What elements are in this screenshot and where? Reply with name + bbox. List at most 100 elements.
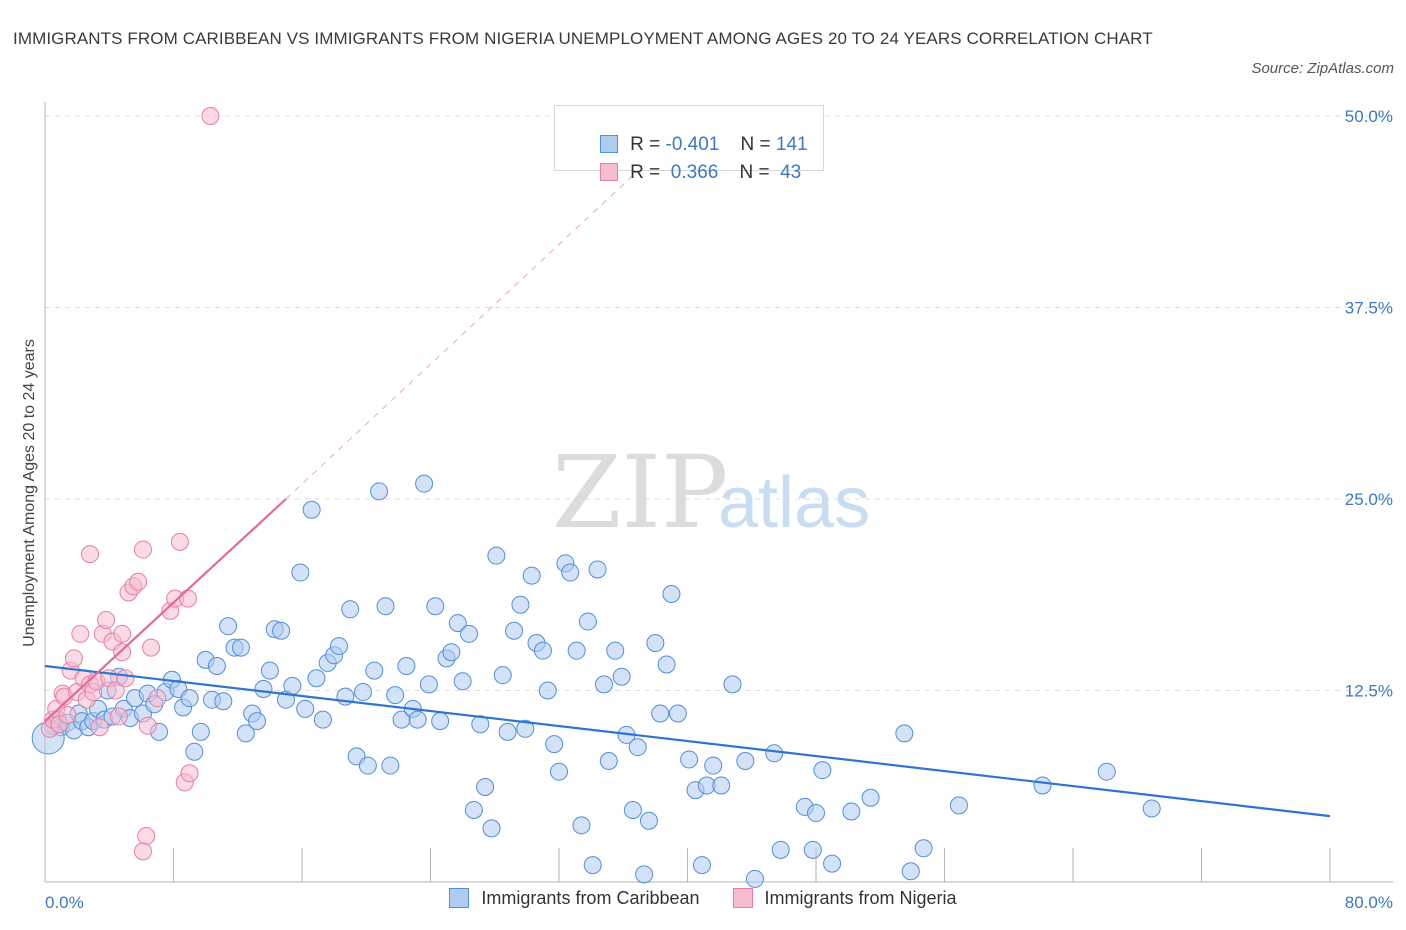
caribbean-point	[207, 656, 226, 675]
caribbean-point	[254, 679, 273, 698]
caribbean-point	[248, 712, 267, 731]
caribbean-point	[895, 724, 914, 743]
caribbean-point	[704, 756, 723, 775]
caribbean-point	[623, 800, 642, 819]
legend-n-value: 141	[775, 134, 808, 155]
caribbean-point	[680, 750, 699, 769]
caribbean-point	[949, 796, 968, 815]
caribbean-point	[538, 681, 557, 700]
nigeria-point	[133, 540, 152, 559]
nigeria-trend-line	[44, 498, 287, 722]
caribbean-point	[578, 612, 597, 631]
caribbean-point	[291, 563, 310, 582]
caribbean-point	[813, 761, 832, 780]
stats-legend: R = -0.401 N = 141 R = 0.366 N = 43	[554, 105, 824, 183]
caribbean-point	[431, 712, 450, 731]
nigeria-point	[109, 707, 128, 726]
caribbean-point	[296, 699, 315, 718]
legend-r-label: R =	[630, 162, 666, 183]
caribbean-point	[302, 500, 321, 519]
caribbean-point	[214, 692, 233, 711]
caribbean-point	[842, 802, 861, 821]
caribbean-point	[594, 675, 613, 694]
nigeria-point	[97, 611, 116, 630]
caribbean-point	[180, 689, 199, 708]
y-axis-label: Unemployment Among Ages 20 to 24 years	[21, 339, 38, 647]
caribbean-point	[533, 641, 552, 660]
caribbean-point	[1142, 799, 1161, 818]
legend-item-nigeria: Immigrants from Nigeria	[732, 888, 957, 909]
caribbean-point	[191, 722, 210, 741]
caribbean-point	[464, 800, 483, 819]
caribbean-point	[386, 686, 405, 705]
caribbean-point	[329, 637, 348, 656]
caribbean-point	[723, 675, 742, 694]
caribbean-point	[823, 854, 842, 873]
caribbean-point	[370, 482, 389, 501]
caribbean-point	[341, 600, 360, 619]
caribbean-point	[487, 546, 506, 565]
caribbean-point	[771, 840, 790, 859]
caribbean-point	[482, 819, 501, 838]
caribbean-point	[376, 597, 395, 616]
caribbean-point	[588, 560, 607, 579]
nigeria-point	[113, 624, 132, 643]
caribbean-point	[442, 643, 461, 662]
caribbean-point	[861, 788, 880, 807]
trend-lines	[44, 169, 1331, 818]
caribbean-point	[313, 710, 332, 729]
nigeria-point	[129, 572, 148, 591]
nigeria-point	[138, 716, 157, 735]
caribbean-point	[272, 621, 291, 640]
caribbean-point	[419, 675, 438, 694]
caribbean-point	[185, 742, 204, 761]
grid	[45, 115, 1393, 691]
caribbean-point	[408, 710, 427, 729]
caribbean-point	[365, 661, 384, 680]
caribbean-point	[1097, 762, 1116, 781]
source-note: Source: ZipAtlas.com	[1251, 60, 1394, 77]
caribbean-point	[572, 816, 591, 835]
caribbean-point	[606, 641, 625, 660]
caribbean-point	[662, 584, 681, 603]
caribbean-trend-line	[44, 664, 1331, 818]
nigeria-point	[201, 107, 220, 125]
nigeria-point	[58, 706, 77, 725]
caribbean-swatch	[600, 135, 619, 153]
caribbean-point	[803, 840, 822, 859]
nigeria-point	[170, 532, 189, 551]
caribbean-point	[358, 756, 377, 775]
nigeria-point	[106, 681, 125, 700]
caribbean-point	[657, 655, 676, 674]
caribbean-point	[1033, 776, 1052, 795]
caribbean-point	[381, 756, 400, 775]
nigeria-point	[80, 545, 99, 564]
caribbean-point	[651, 704, 670, 723]
legend-r-value: -0.401	[665, 134, 720, 155]
caribbean-point	[635, 865, 654, 884]
caribbean-point	[561, 563, 580, 582]
watermark: ZIP atlas	[552, 434, 870, 551]
caribbean-points	[31, 474, 1161, 888]
caribbean-point	[397, 656, 416, 675]
y-tick-label: 12.5%	[1345, 682, 1393, 701]
caribbean-point	[628, 738, 647, 757]
nigeria-point	[71, 624, 90, 643]
legend-n-label: N =	[739, 162, 775, 183]
caribbean-point	[599, 751, 618, 770]
y-tick-label: 37.5%	[1345, 299, 1393, 318]
caribbean-point	[219, 617, 238, 636]
nigeria-point	[178, 589, 197, 608]
caribbean-point	[807, 804, 825, 823]
watermark-zip: ZIP	[552, 434, 728, 551]
caribbean-point	[736, 751, 755, 770]
legend-label-caribbean: Immigrants from Caribbean	[481, 888, 700, 908]
caribbean-point	[498, 722, 517, 741]
caribbean-point	[415, 474, 434, 493]
watermark-atlas: atlas	[718, 463, 870, 543]
caribbean-point	[354, 683, 373, 702]
caribbean-point	[476, 778, 495, 797]
nigeria-point	[137, 827, 156, 846]
caribbean-point	[493, 666, 512, 685]
